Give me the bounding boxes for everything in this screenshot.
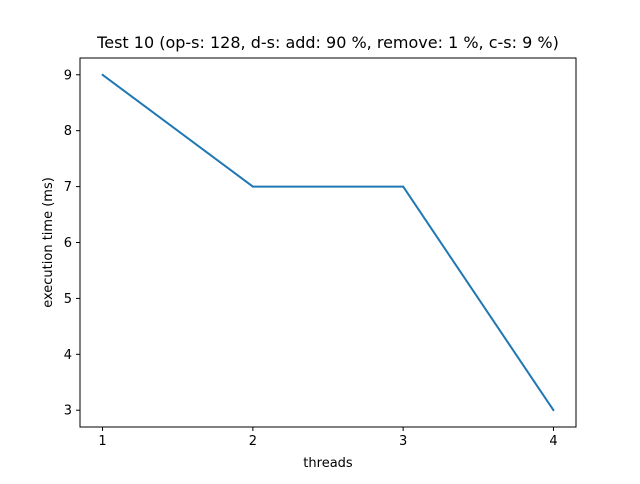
x-axis-title: threads — [303, 456, 353, 471]
data-point — [402, 185, 405, 188]
data-point — [552, 409, 555, 412]
x-tick-label: 2 — [249, 434, 257, 449]
data-point — [101, 73, 104, 76]
y-tick-label: 4 — [64, 348, 72, 363]
y-tick-label: 6 — [64, 236, 72, 251]
y-axis: 3 4 5 6 7 8 9 — [64, 68, 80, 419]
y-tick-label: 9 — [64, 68, 72, 83]
y-tick-label: 8 — [64, 124, 72, 139]
y-tick-label: 7 — [64, 180, 72, 195]
x-tick-label: 3 — [399, 434, 407, 449]
x-tick-label: 1 — [98, 434, 106, 449]
chart-title: Test 10 (op-s: 128, d-s: add: 90 %, remo… — [96, 33, 559, 52]
series-layer — [101, 73, 555, 412]
y-tick-label: 5 — [64, 292, 72, 307]
y-axis-title: execution time (ms) — [41, 177, 56, 308]
series-line-1 — [101, 73, 555, 411]
y-tick-label: 3 — [64, 404, 72, 419]
x-axis: 1 2 3 4 — [98, 427, 558, 449]
data-point — [251, 185, 254, 188]
x-tick-label: 4 — [549, 434, 557, 449]
